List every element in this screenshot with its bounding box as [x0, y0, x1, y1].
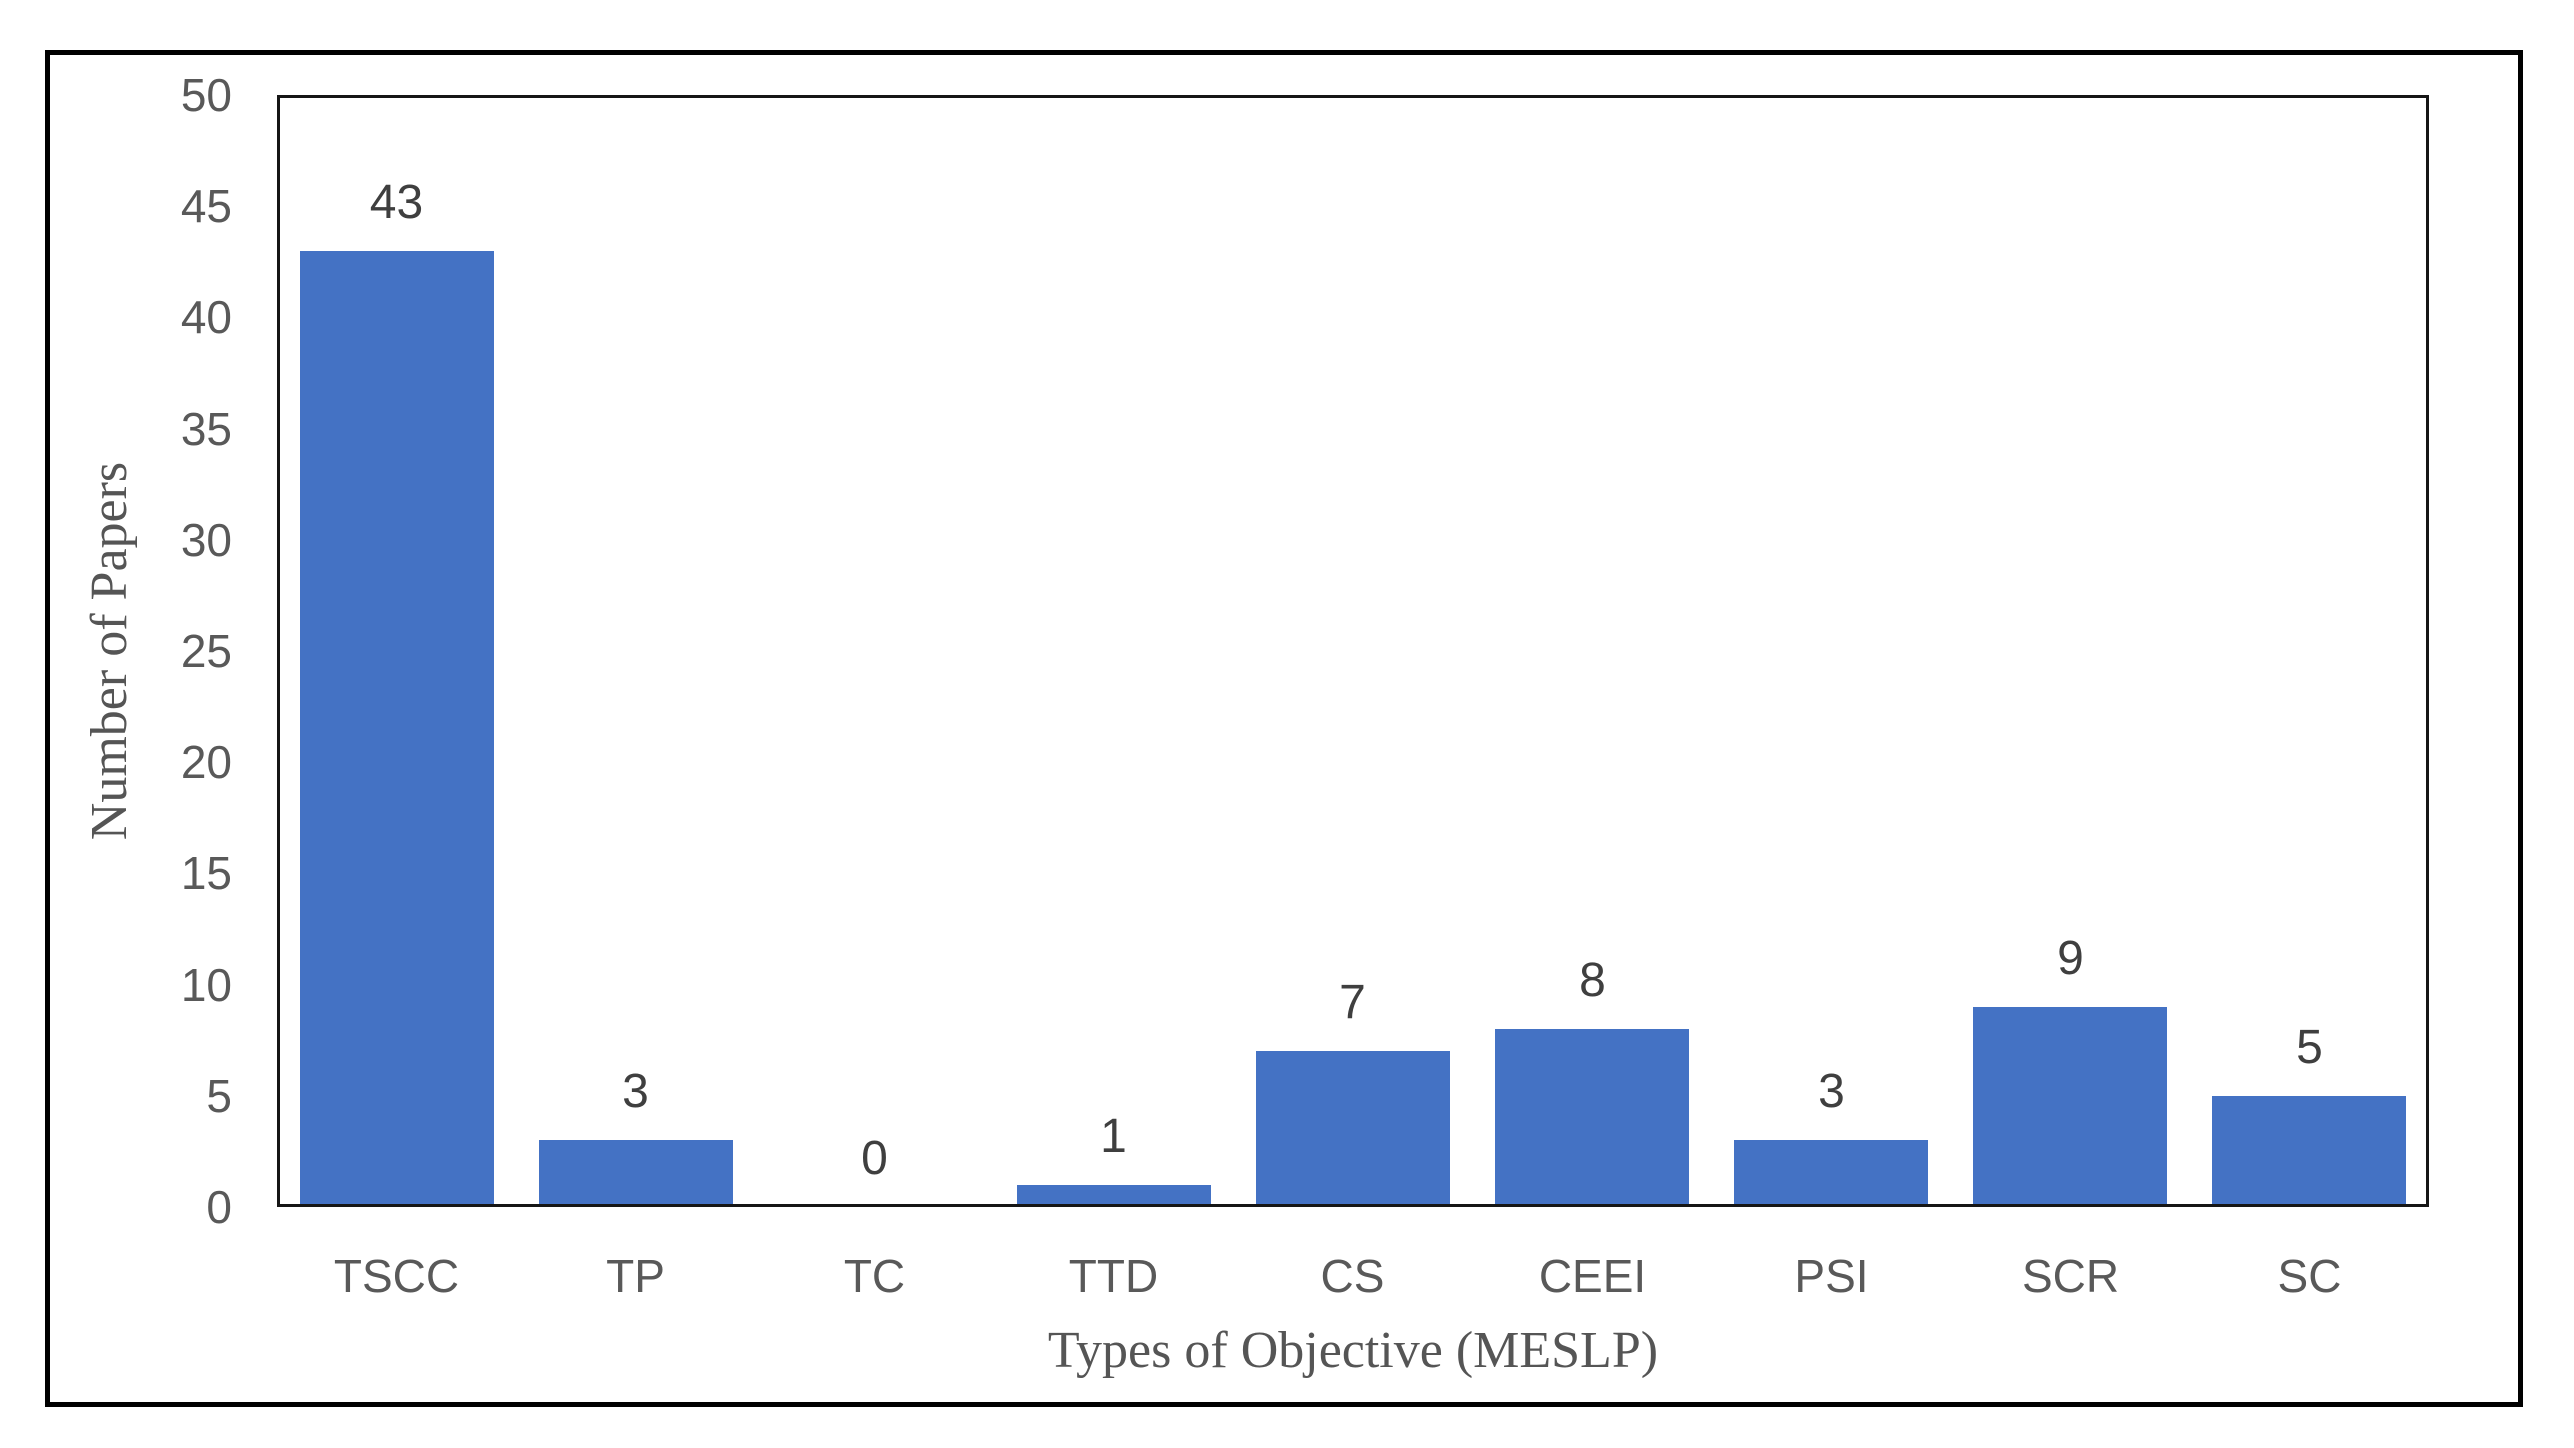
y-axis-tick-label: 45 [180, 180, 232, 232]
x-axis-category-label: PSI [1794, 1250, 1869, 1302]
bar-value-label: 8 [1579, 954, 1606, 1007]
x-axis-category-label: CS [1320, 1250, 1385, 1302]
bar [1017, 1185, 1211, 1204]
x-axis-category-label: TP [606, 1250, 665, 1302]
bar-value-label: 1 [1100, 1110, 1127, 1163]
bar-value-label: 43 [369, 176, 424, 229]
bar-value-label: 5 [2296, 1021, 2323, 1074]
x-axis-category-label: TC [843, 1250, 906, 1302]
bar [1734, 1140, 1928, 1204]
y-axis-tick-label: 30 [180, 514, 232, 566]
x-axis-category-label: SCR [2021, 1250, 2120, 1302]
bar [1256, 1051, 1450, 1204]
bar-value-label: 3 [1818, 1065, 1845, 1118]
bar [1973, 1007, 2167, 1204]
y-axis-tick-label: 10 [180, 959, 232, 1011]
y-axis-tick-label: 0 [206, 1181, 232, 1233]
x-axis-category-label: CEEI [1538, 1250, 1647, 1302]
y-axis-tick-label: 35 [180, 403, 232, 455]
bar-value-label: 0 [861, 1132, 888, 1185]
y-axis-tick-label: 15 [180, 847, 232, 899]
bar-value-label: 3 [622, 1065, 649, 1118]
y-axis-tick-label: 40 [180, 291, 232, 343]
x-axis-category-label: SC [2277, 1250, 2342, 1302]
x-axis-category-label: TSCC [333, 1250, 460, 1302]
y-axis-tick-label: 5 [206, 1070, 232, 1122]
y-axis-tick-label: 25 [180, 625, 232, 677]
y-axis-title: Number of Papers [81, 461, 138, 841]
bar-value-label: 7 [1339, 976, 1366, 1029]
bar [2212, 1096, 2406, 1204]
bar-value-label: 9 [2057, 932, 2084, 985]
bar [1495, 1029, 1689, 1204]
bar [300, 251, 494, 1204]
y-axis-tick-label: 20 [180, 736, 232, 788]
y-axis-tick-label: 50 [180, 69, 232, 121]
x-axis-category-label: TTD [1068, 1250, 1159, 1302]
x-axis-title: Types of Objective (MESLP) [1047, 1322, 1659, 1379]
bar [539, 1140, 733, 1204]
